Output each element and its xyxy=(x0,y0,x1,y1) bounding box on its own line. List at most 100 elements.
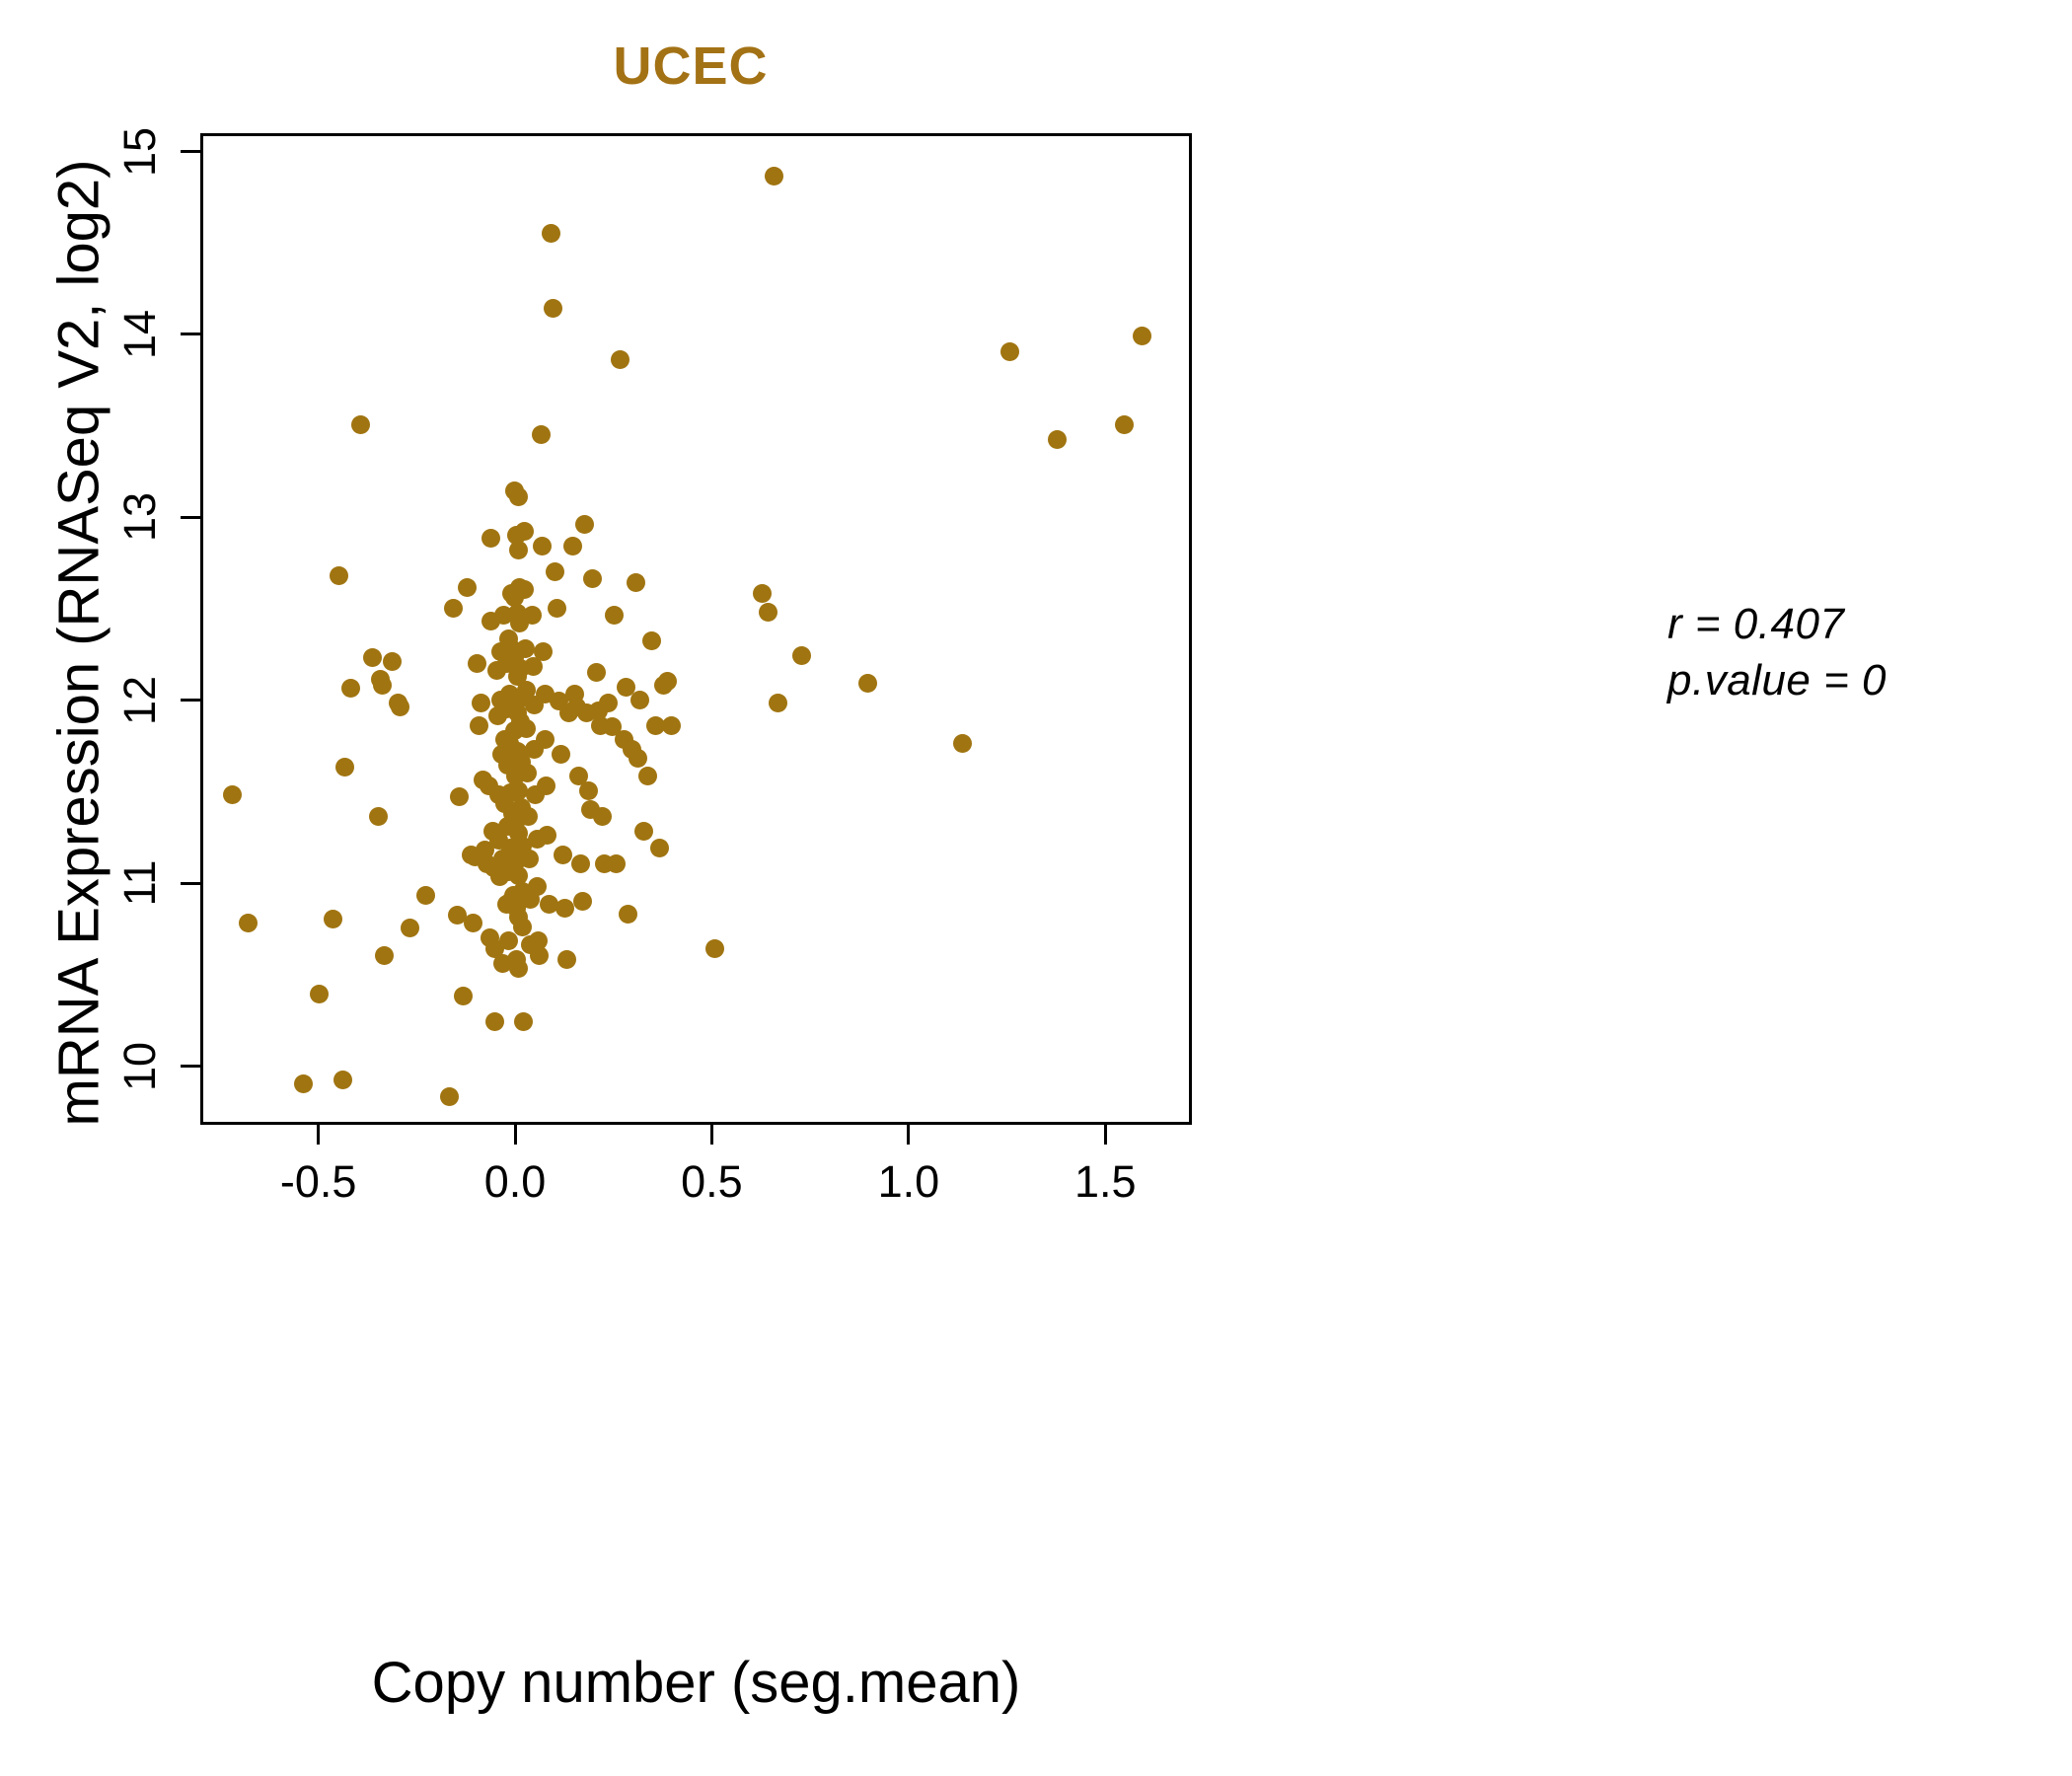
scatter-point xyxy=(529,931,549,951)
scatter-point xyxy=(467,653,486,673)
y-axis-tick-label: 14 xyxy=(114,309,165,359)
scatter-point xyxy=(223,785,243,805)
y-axis-tick xyxy=(181,1065,200,1069)
page-title: UCEC xyxy=(613,37,769,96)
scatter-point xyxy=(658,672,678,692)
scatter-point xyxy=(638,767,658,786)
scatter-point xyxy=(475,840,494,859)
x-axis-tick xyxy=(513,1125,517,1145)
scatter-point xyxy=(481,529,500,549)
scatter-point xyxy=(617,677,636,697)
scatter-point xyxy=(593,807,613,827)
y-axis-tick-label-wrap: 13 xyxy=(111,487,170,547)
scatter-point xyxy=(758,602,777,622)
y-axis-tick-label: 12 xyxy=(114,675,165,725)
scatter-point xyxy=(563,536,583,555)
scatter-point xyxy=(546,561,565,581)
scatter-point xyxy=(351,415,371,435)
scatter-points-layer xyxy=(203,136,1189,1122)
y-axis-tick xyxy=(181,333,200,336)
scatter-point xyxy=(518,763,538,782)
scatter-point xyxy=(619,904,638,924)
y-axis-tick-label-wrap: 14 xyxy=(111,305,170,364)
scatter-point xyxy=(627,572,646,592)
scatter-point xyxy=(554,846,573,865)
scatter-point xyxy=(513,1011,533,1031)
scatter-point xyxy=(508,959,528,979)
y-axis-tick-label: 13 xyxy=(114,492,165,543)
scatter-point xyxy=(536,730,555,750)
scatter-point xyxy=(390,698,409,717)
scatter-point xyxy=(605,606,625,626)
scatter-point xyxy=(443,598,463,618)
scatter-point xyxy=(310,985,330,1004)
scatter-point xyxy=(341,679,361,699)
x-axis-tick xyxy=(1103,1125,1107,1145)
scatter-point xyxy=(522,606,542,626)
correlation-annotation: r = 0.407 xyxy=(1667,600,1845,648)
scatter-point xyxy=(646,715,666,735)
scatter-point xyxy=(533,536,553,555)
scatter-point xyxy=(629,748,648,768)
y-axis-tick-label-wrap: 12 xyxy=(111,671,170,730)
scatter-point xyxy=(752,584,772,604)
scatter-point xyxy=(662,715,682,735)
scatter-point xyxy=(523,657,543,677)
x-axis-tick xyxy=(709,1125,713,1145)
scatter-point xyxy=(484,1011,504,1031)
scatter-point xyxy=(548,598,567,618)
scatter-point xyxy=(518,807,538,827)
scatter-point xyxy=(1047,430,1067,450)
scatter-point xyxy=(239,913,259,932)
scatter-point xyxy=(532,424,552,444)
scatter-point xyxy=(513,917,533,936)
scatter-point xyxy=(552,745,571,765)
scatter-point xyxy=(382,651,402,671)
scatter-point xyxy=(537,776,556,795)
scatter-point xyxy=(294,1073,314,1093)
scatter-point xyxy=(534,642,554,662)
scatter-point xyxy=(764,167,783,186)
scatter-point xyxy=(542,223,561,243)
scatter-point xyxy=(400,919,419,938)
y-axis-tick xyxy=(181,881,200,885)
scatter-point xyxy=(642,631,662,651)
scatter-point xyxy=(611,349,630,369)
scatter-point xyxy=(335,758,355,777)
y-axis-tick xyxy=(181,699,200,703)
x-axis-tick xyxy=(907,1125,911,1145)
scatter-point xyxy=(463,913,482,932)
y-axis-tick-label-wrap: 10 xyxy=(111,1037,170,1096)
scatter-point xyxy=(858,673,878,693)
scatter-point xyxy=(517,719,537,739)
scatter-point xyxy=(768,694,787,713)
x-axis-tick-label: -0.5 xyxy=(279,1156,357,1207)
scatter-point xyxy=(330,565,349,585)
scatter-point xyxy=(630,690,650,709)
y-axis-tick xyxy=(181,150,200,154)
scatter-point xyxy=(509,540,529,559)
scatter-point xyxy=(1114,415,1134,435)
scatter-point xyxy=(587,662,607,682)
y-axis-tick-label: 15 xyxy=(114,126,165,177)
scatter-point xyxy=(555,898,575,918)
x-axis-tick xyxy=(317,1125,321,1145)
scatter-point xyxy=(508,486,528,506)
scatter-point xyxy=(449,786,469,806)
scatter-point xyxy=(439,1086,459,1106)
y-axis-tick xyxy=(181,515,200,519)
scatter-point xyxy=(471,694,490,713)
x-axis-tick-label: 0.0 xyxy=(483,1156,547,1207)
scatter-point xyxy=(540,895,559,915)
y-axis-label: mRNA Expression (RNASeq V2, log2) xyxy=(46,159,111,1127)
scatter-point xyxy=(508,781,528,801)
scatter-point xyxy=(1000,342,1020,362)
scatter-point xyxy=(573,891,593,911)
stats-annotation: r = 0.407 p.value = 0 xyxy=(1667,596,1887,708)
scatter-point xyxy=(368,807,388,827)
scatter-point xyxy=(579,781,599,801)
scatter-point xyxy=(650,838,670,857)
scatter-point xyxy=(362,647,382,667)
scatter-point xyxy=(515,638,535,658)
